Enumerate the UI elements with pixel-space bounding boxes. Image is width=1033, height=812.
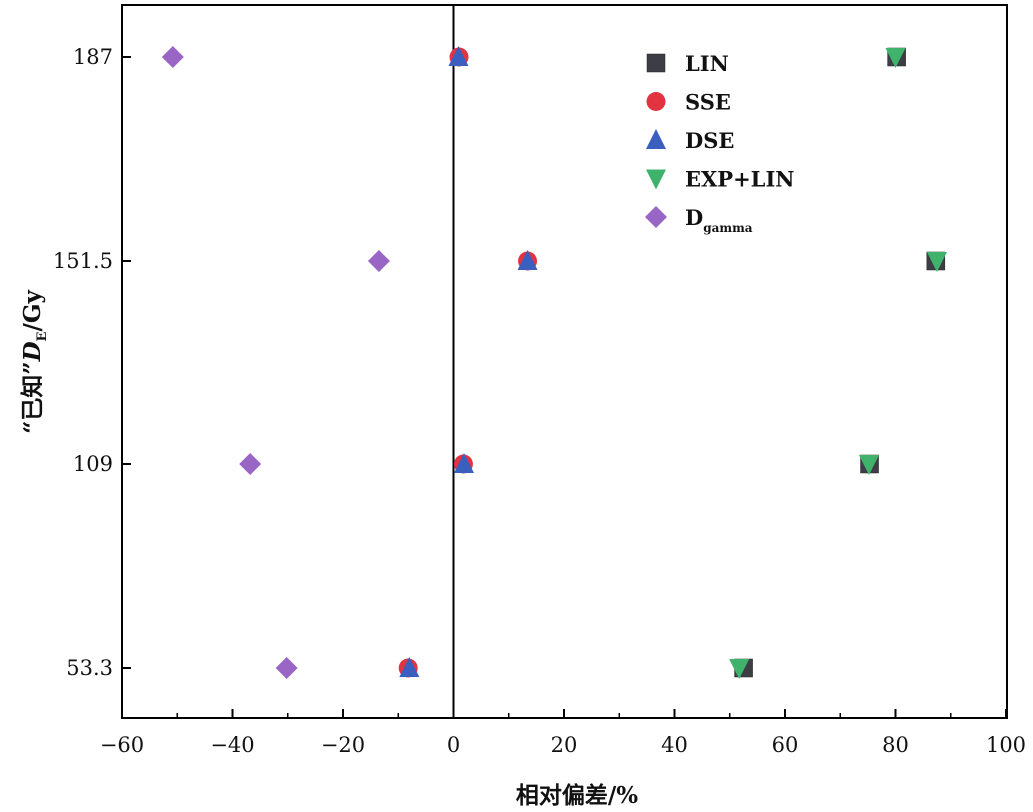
data-point-triangle-down xyxy=(926,252,947,272)
legend: LIN SSE DSE EXP+LIN Dgamma xyxy=(645,51,794,235)
data-point-diamond xyxy=(275,657,298,679)
legend-label: Dgamma xyxy=(685,205,753,235)
x-tick-label: 20 xyxy=(551,733,578,757)
x-tick-label: 0 xyxy=(447,733,460,757)
x-tick-label: −40 xyxy=(210,733,254,757)
x-tick-label: −60 xyxy=(100,733,144,757)
x-tick-label: 40 xyxy=(661,733,688,757)
y-tick-label: 187 xyxy=(73,45,113,69)
legend-marker xyxy=(646,53,666,73)
y-axis-title: “已知”DE/Gy xyxy=(19,289,50,433)
series-0 xyxy=(734,47,946,678)
legend-label: DSE xyxy=(685,128,734,153)
legend-label: LIN xyxy=(685,51,729,76)
data-point-triangle-up xyxy=(453,453,474,473)
legend-marker xyxy=(646,129,666,149)
y-axis-title-sub: E xyxy=(35,331,50,341)
plot-frame xyxy=(121,4,1008,719)
legend-marker xyxy=(645,206,667,228)
x-tick-label: 60 xyxy=(772,733,799,757)
y-tick-label: 109 xyxy=(73,452,113,476)
x-tick-label: 100 xyxy=(986,733,1026,757)
data-point-triangle-down xyxy=(729,659,750,679)
data-point-triangle-up xyxy=(517,250,538,270)
y-axis-title-prefix: “已知” xyxy=(19,361,46,433)
x-tick-label: −20 xyxy=(321,733,365,757)
y-tick-label: 53.3 xyxy=(66,656,113,680)
data-point-triangle-up xyxy=(448,46,469,66)
data-points xyxy=(161,46,947,679)
y-tick-label: 151.5 xyxy=(53,249,113,273)
legend-label: SSE xyxy=(685,90,731,115)
series-2 xyxy=(399,46,538,677)
data-point-diamond xyxy=(239,453,262,475)
legend-marker xyxy=(646,92,666,111)
legend-label: EXP+LIN xyxy=(685,167,794,192)
data-point-triangle-down xyxy=(885,48,906,68)
data-point-diamond xyxy=(367,250,390,272)
y-axis-title-unit: /Gy xyxy=(19,289,46,331)
data-point-triangle-up xyxy=(399,657,420,677)
legend-marker xyxy=(646,169,666,190)
series-1 xyxy=(398,47,538,678)
series-3 xyxy=(729,48,947,679)
x-axis-title: 相对偏差/% xyxy=(516,782,638,809)
y-axis: 53.3 109 151.5 187 xyxy=(53,45,131,680)
x-axis: −60 −40 −20 0 20 40 60 80 100 xyxy=(100,709,1026,757)
y-axis-title-d: D xyxy=(19,341,46,362)
data-point-triangle-down xyxy=(858,455,879,475)
x-tick-label: 80 xyxy=(882,733,909,757)
data-point-diamond xyxy=(161,46,184,68)
series-4 xyxy=(161,46,390,679)
